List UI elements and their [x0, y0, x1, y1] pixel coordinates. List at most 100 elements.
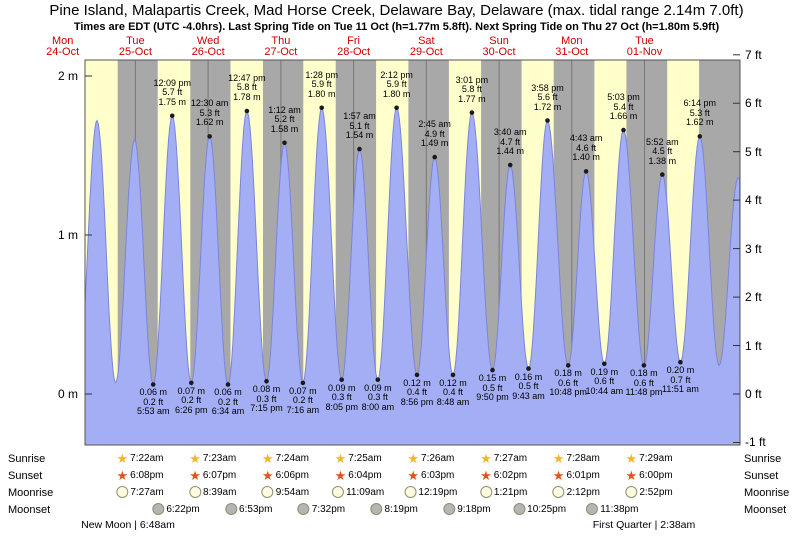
- sunset-time: 6:00pm: [639, 470, 673, 481]
- high-tide-annotation: 1:57 am 5.1 ft 1.54 m: [343, 111, 376, 141]
- low-tide-annotation: 0.20 m 0.7 ft 11:51 am: [662, 365, 699, 395]
- low-tide-annotation: 0.06 m 0.2 ft 5:53 am: [136, 387, 170, 417]
- high-tide-annotation: 4:43 am 4.6 ft 1.40 m: [569, 133, 603, 163]
- moonset-icon: [586, 503, 599, 515]
- sunrise-icon: ★: [407, 451, 420, 466]
- high-tide-annotation: 3:58 pm 5.6 ft 1.72 m: [531, 82, 564, 112]
- moonrise-time: 9:54am: [275, 486, 310, 498]
- moonrise-icon: [332, 486, 345, 498]
- sunset-entry: ★ 6:01pm: [553, 469, 600, 482]
- moonrise-entry: 8:39am: [189, 486, 236, 498]
- high-tide-annotation: 2:12 pm 5.9 ft 1.80 m: [380, 69, 413, 99]
- sunrise-entry: ★ 7:24am: [262, 452, 309, 465]
- sunset-time: 6:01pm: [566, 470, 600, 481]
- low-tide-annotation: 0.07 m 0.2 ft 7:16 am: [286, 385, 320, 415]
- sunset-time: 6:04pm: [348, 470, 382, 481]
- moonset-time: 9:18pm: [457, 503, 491, 515]
- moonrise-entry: 1:21pm: [479, 486, 528, 498]
- sunset-entry: ★ 6:07pm: [189, 469, 236, 482]
- moonrise-time: 1:21pm: [493, 486, 528, 498]
- sunrise-time: 7:26am: [421, 453, 455, 464]
- sunset-icon: ★: [552, 468, 565, 483]
- sunrise-entry: ★ 7:25am: [335, 452, 382, 465]
- high-tide-annotation: 6:14 pm 5.3 ft 1.62 m: [683, 98, 717, 128]
- high-tide-annotation: 5:03 pm 5.4 ft 1.66 m: [607, 92, 640, 122]
- moonset-icon: [152, 503, 165, 515]
- moonrise-icon: [552, 486, 565, 498]
- day-label: Sat 29-Oct: [409, 35, 443, 58]
- sunrise-row-label-left: Sunrise: [8, 453, 46, 465]
- low-tide-annotation: 0.06 m 0.2 ft 6:34 am: [211, 387, 245, 417]
- day-label: Mon 24-Oct: [46, 35, 80, 58]
- sunrise-icon: ★: [552, 451, 565, 466]
- moonrise-icon: [116, 486, 129, 498]
- sunset-time: 6:03pm: [421, 470, 455, 481]
- sunrise-time: 7:27am: [493, 453, 528, 464]
- day-label: Wed 26-Oct: [191, 35, 225, 58]
- high-tide-annotation: 12:09 pm 5.7 ft 1.75 m: [153, 77, 191, 107]
- moonset-row-label-right: Moonset: [744, 504, 787, 516]
- sunset-entry: ★ 6:04pm: [335, 469, 382, 482]
- day-label: Fri 28-Oct: [337, 35, 371, 58]
- sunrise-icon: ★: [625, 451, 638, 466]
- sunset-icon: ★: [334, 468, 347, 483]
- y-axis-label-ft: 3 ft: [745, 241, 762, 256]
- moonrise-entry: 11:09am: [332, 486, 384, 498]
- sunset-icon: ★: [189, 468, 201, 483]
- moonset-time: 8:19pm: [384, 503, 418, 515]
- high-tide-annotation: 12:47 pm 5.8 ft 1.78 m: [228, 72, 266, 102]
- low-tide-annotation: 0.12 m 0.4 ft 8:48 am: [436, 377, 470, 407]
- sunrise-entry: ★ 7:28am: [553, 452, 600, 465]
- low-tide-annotation: 0.18 m 0.6 ft 11:48 pm: [625, 368, 663, 398]
- sunset-icon: ★: [480, 468, 492, 483]
- y-axis-label-ft: 5 ft: [745, 144, 762, 159]
- sunset-time: 6:07pm: [202, 470, 237, 481]
- sunset-icon: ★: [261, 468, 274, 483]
- moonset-time: 7:32pm: [311, 503, 346, 515]
- y-axis-label-m: 1 m: [57, 228, 78, 242]
- sunrise-icon: ★: [334, 451, 347, 466]
- sunset-time: 6:06pm: [275, 470, 309, 481]
- sunset-entry: ★ 6:00pm: [626, 469, 673, 482]
- low-tide-annotation: 0.18 m 0.6 ft 10:48 pm: [549, 368, 587, 398]
- sunrise-row-label-right: Sunrise: [744, 453, 782, 465]
- day-label: Sun 30-Oct: [482, 35, 516, 58]
- sunset-icon: ★: [116, 468, 129, 483]
- high-tide-annotation: 5:52 am 4.5 ft 1.38 m: [646, 136, 679, 166]
- moonset-time: 11:38pm: [600, 503, 639, 515]
- day-label: Thu 27-Oct: [264, 35, 298, 58]
- moonset-row-label-left: Moonset: [8, 504, 51, 516]
- sunset-entry: ★ 6:06pm: [262, 469, 309, 482]
- day-label: Tue 01-Nov: [626, 35, 663, 58]
- moonrise-entry: 2:12pm: [552, 486, 600, 498]
- high-tide-annotation: 3:01 pm 5.8 ft 1.77 m: [455, 74, 489, 104]
- sunrise-entry: ★ 7:27am: [480, 452, 527, 465]
- sunset-icon: ★: [407, 468, 420, 483]
- moonrise-icon: [404, 486, 417, 498]
- moonrise-entry: 7:27am: [116, 486, 164, 498]
- sunrise-entry: ★ 7:26am: [407, 452, 454, 465]
- sunset-entry: ★ 6:08pm: [116, 469, 163, 482]
- y-axis-label-ft: 7 ft: [745, 47, 762, 62]
- moonrise-entry: 12:19pm: [404, 486, 457, 498]
- moonset-icon: [225, 503, 238, 515]
- sunrise-time: 7:22am: [130, 453, 164, 464]
- moon-phase-label: New Moon | 6:48am: [81, 519, 175, 531]
- day-label: Tue 25-Oct: [118, 35, 152, 58]
- moonrise-time: 11:09am: [346, 486, 385, 498]
- low-tide-annotation: 0.08 m 0.3 ft 7:15 pm: [250, 384, 283, 414]
- moonset-entry: 9:18pm: [443, 503, 491, 515]
- sunrise-icon: ★: [189, 451, 201, 466]
- sunset-row-label-left: Sunset: [8, 470, 43, 482]
- moonrise-icon: [189, 486, 202, 498]
- high-tide-annotation: 2:45 am 4.9 ft 1.49 m: [418, 119, 451, 149]
- day-label: Mon 31-Oct: [555, 35, 589, 58]
- sunset-row-label-right: Sunset: [744, 470, 779, 482]
- moonset-icon: [370, 503, 383, 515]
- moonset-entry: 6:53pm: [225, 503, 272, 515]
- sunrise-entry: ★ 7:23am: [189, 452, 236, 465]
- sunset-icon: ★: [625, 468, 638, 483]
- y-axis-label-ft: 2 ft: [745, 290, 762, 305]
- moonrise-time: 2:52pm: [639, 486, 673, 498]
